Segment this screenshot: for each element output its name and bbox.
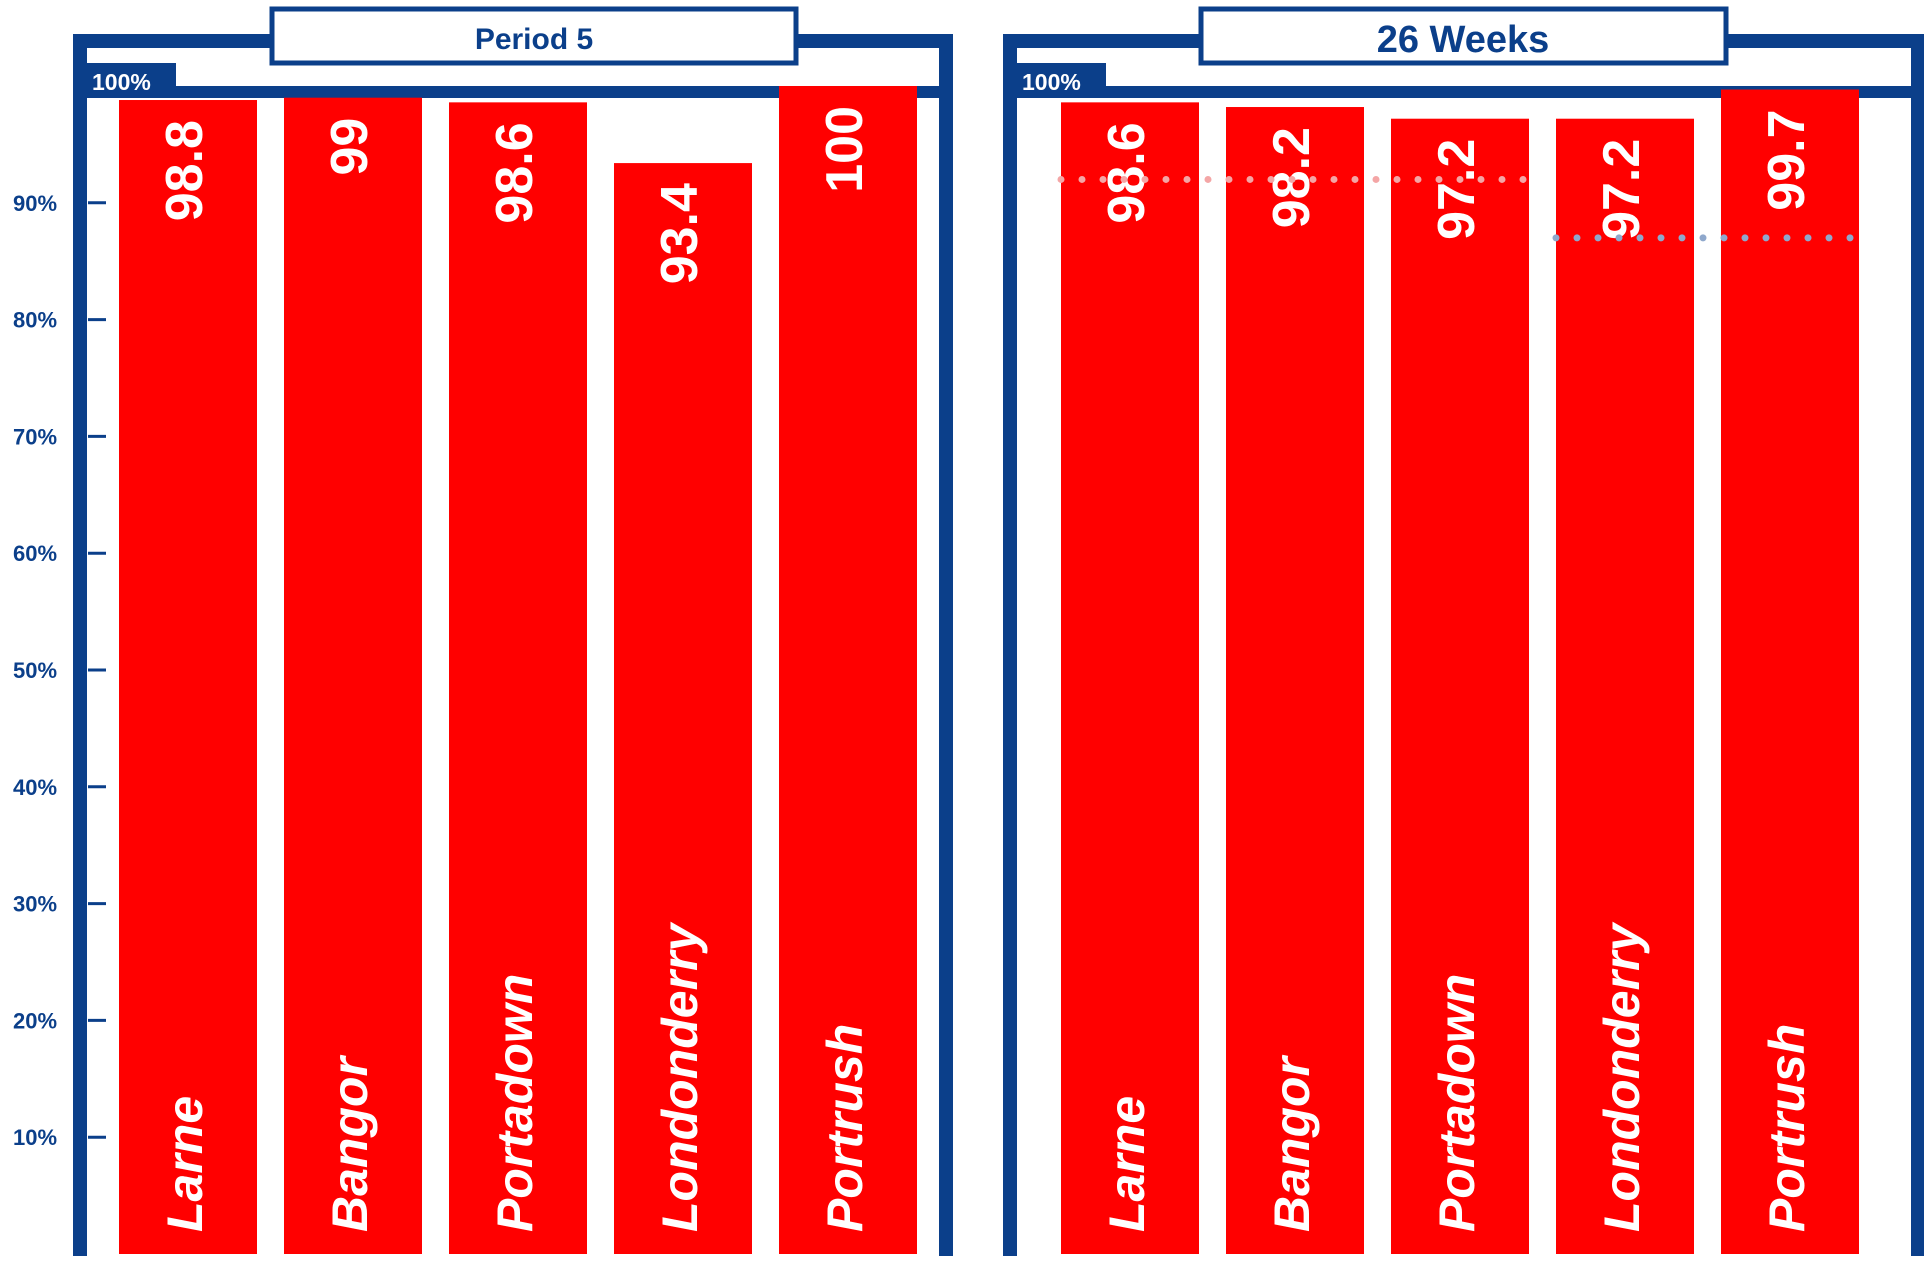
top-label: 100%	[92, 69, 151, 95]
top-label-tab	[84, 63, 176, 93]
bar-value-label: 99.7	[1758, 110, 1816, 211]
panel-title-box	[1198, 6, 1729, 66]
bar-group: 98.6 Portadown	[449, 102, 587, 1254]
bar	[1721, 89, 1859, 1254]
bar-group: 97.2 Portadown	[1391, 118, 1529, 1255]
y-tick-label: 10%	[13, 1125, 57, 1150]
bar	[1556, 118, 1694, 1255]
bar	[119, 100, 257, 1255]
bar-group: 100 Portrush	[779, 86, 917, 1254]
panel-title: 26 Weeks	[1377, 19, 1550, 61]
y-tick-label: 70%	[13, 424, 57, 449]
bar	[1391, 118, 1529, 1255]
y-tick-label: 80%	[13, 308, 57, 333]
category-label: Portadown	[487, 974, 543, 1232]
bar-value-label: 98.6	[1098, 122, 1156, 223]
category-label: Portrush	[1759, 1024, 1815, 1232]
category-label: Larne	[1099, 1096, 1155, 1232]
bar-value-label: 97.2	[1593, 139, 1651, 240]
bar	[449, 102, 587, 1254]
y-tick-label: 20%	[13, 1008, 57, 1033]
y-tick-label: 40%	[13, 775, 57, 800]
top-label-tab	[1014, 63, 1106, 93]
bar	[779, 86, 917, 1254]
bar-value-label: 100	[816, 106, 874, 193]
bar	[614, 163, 752, 1254]
bar-value-label: 97.2	[1428, 139, 1486, 240]
category-label: Bangor	[1264, 1054, 1320, 1232]
top-label: 100%	[1022, 69, 1081, 95]
bar-group: 98.6 Larne	[1061, 102, 1199, 1254]
bar-group: 99 Bangor	[284, 97, 422, 1254]
y-tick-label: 60%	[13, 541, 57, 566]
chart-panel-1: 100% Period 5 98.8 Larne 99 Bangor 98.6 Portado…	[73, 6, 953, 1261]
y-tick-label: 90%	[13, 191, 57, 216]
category-label: Londonderry	[652, 921, 708, 1232]
bar-group: 99.7 Portrush	[1721, 89, 1859, 1254]
bar	[284, 97, 422, 1254]
category-label: Londonderry	[1594, 921, 1650, 1232]
bar-group: 98.8 Larne	[119, 100, 257, 1255]
bar-value-label: 98.6	[486, 122, 544, 223]
bar-group: 93.4 Londonderry	[614, 163, 752, 1254]
bar-value-label: 93.4	[651, 183, 709, 284]
category-label: Portrush	[817, 1024, 873, 1232]
bar-group: 97.2 Londonderry	[1556, 118, 1694, 1255]
category-label: Larne	[157, 1096, 213, 1232]
y-tick-label: 50%	[13, 658, 57, 683]
panel-title-box	[269, 6, 799, 66]
y-tick-label: 30%	[13, 892, 57, 917]
category-label: Portadown	[1429, 974, 1485, 1232]
category-label: Bangor	[322, 1054, 378, 1232]
bar	[1226, 107, 1364, 1254]
panel-title: Period 5	[475, 23, 593, 56]
y-axis: 10% 20% 30% 40% 50% 60% 70% 80% 90%	[13, 191, 106, 1150]
bar	[1061, 102, 1199, 1254]
bar-value-label: 99	[321, 118, 379, 176]
bar-value-label: 98.8	[156, 120, 214, 221]
